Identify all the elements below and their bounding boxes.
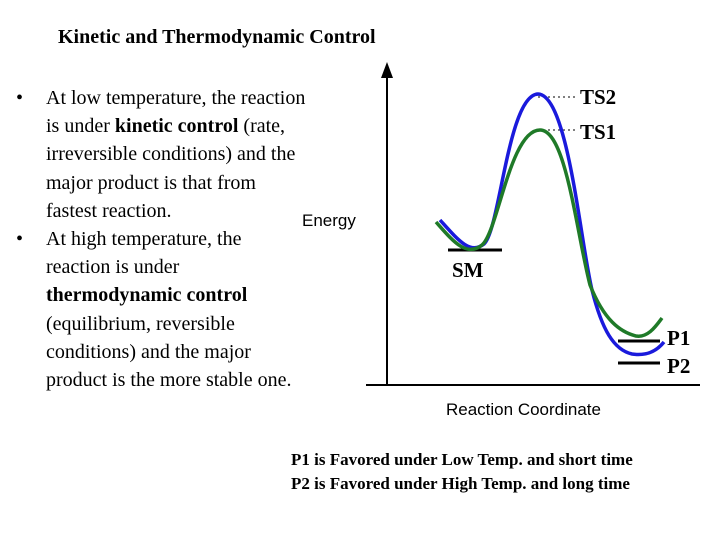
sm-label: SM xyxy=(452,258,484,282)
conclusion-p1: P1 is Favored under Low Temp. and short … xyxy=(291,450,633,469)
bullet-thermodynamic: • At high temperature, the reaction is u… xyxy=(16,225,306,394)
bullet-text: (rate, irreversible conditions) and the … xyxy=(46,115,296,222)
path-to-p2 xyxy=(438,92,666,357)
conclusion: P1 is Favored under Low Temp. and short … xyxy=(291,448,633,496)
bullet-text: (equilibrium, reversible conditions) and… xyxy=(46,312,292,392)
bullet-emphasis: thermodynamic control xyxy=(46,284,248,307)
ts2-label: TS2 xyxy=(580,85,616,109)
conclusion-p2: P2 is Favored under High Temp. and long … xyxy=(291,474,630,493)
bullet-text: At low temperature, the reaction is unde… xyxy=(46,87,306,138)
energy-axis-label: Energy xyxy=(302,211,356,230)
bullet-marker: • xyxy=(16,228,24,251)
bullet-text: At high temperature, the reaction is und… xyxy=(46,228,242,279)
p1-label: P1 xyxy=(667,326,690,350)
p2-label: P2 xyxy=(667,354,690,378)
path-to-p1 xyxy=(434,128,664,338)
bullet-marker: • xyxy=(16,87,24,109)
ts1-label: TS1 xyxy=(580,120,616,144)
slide-title: Kinetic and Thermodynamic Control xyxy=(58,26,376,48)
bullet-list: • At low temperature, the reaction is un… xyxy=(16,84,306,394)
bullet-kinetic: • At low temperature, the reaction is un… xyxy=(16,84,306,225)
bullet-emphasis: kinetic control xyxy=(114,115,239,138)
y-axis-arrow-icon xyxy=(381,62,393,78)
reaction-coordinate-label: Reaction Coordinate xyxy=(446,400,601,419)
